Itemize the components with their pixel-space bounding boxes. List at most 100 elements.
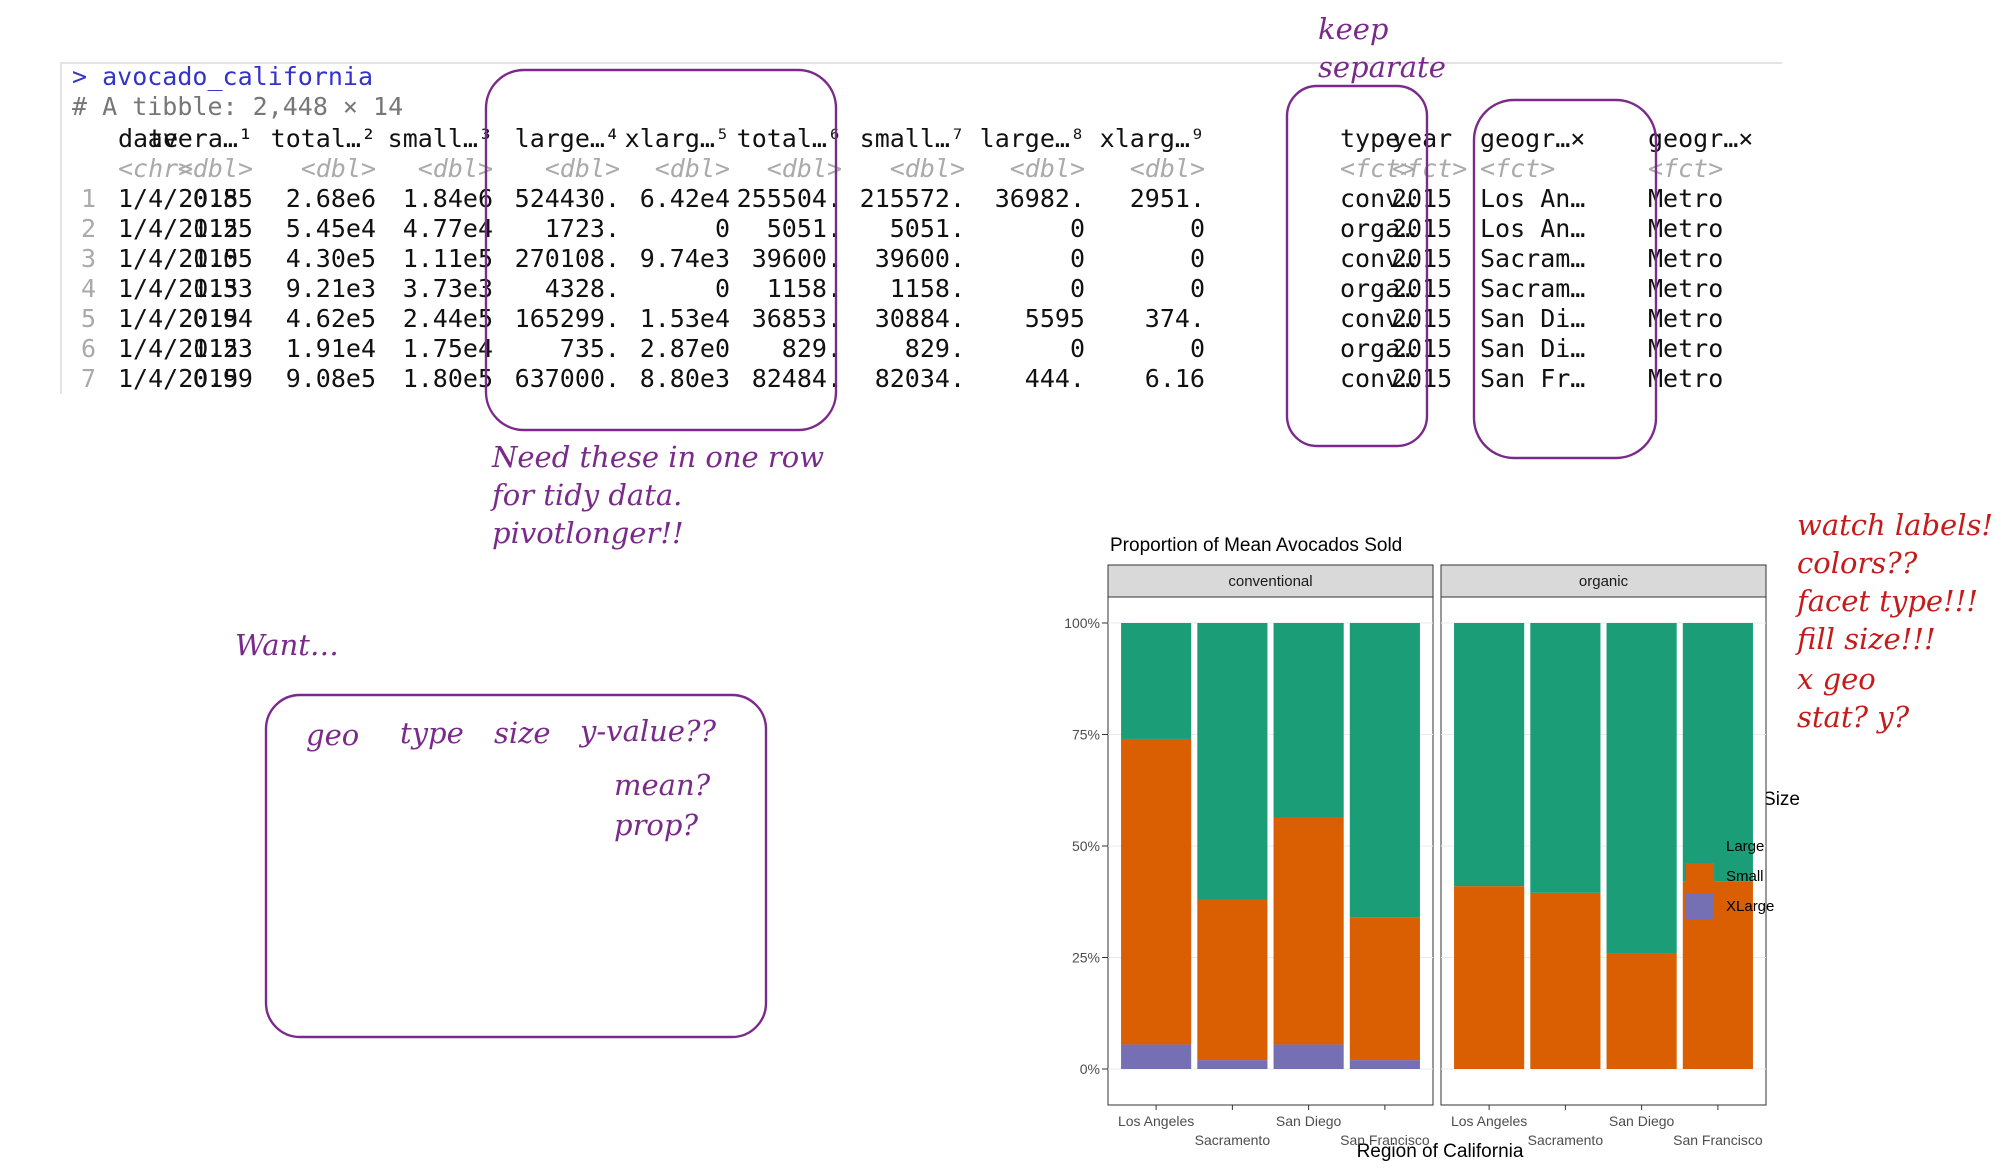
want-col-geo: geo <box>306 718 360 752</box>
table-cell: 9.08e5 <box>285 364 376 393</box>
console-prompt: > avocado_california <box>72 62 374 91</box>
table-cell: 0 <box>1189 244 1205 273</box>
table-cell: 1723. <box>544 214 620 243</box>
column-header: date <box>118 124 179 153</box>
column-header: small…⁷ <box>859 124 965 153</box>
column-header: small…³ <box>387 124 493 153</box>
bar-segment-xlarge <box>1273 1044 1344 1069</box>
table-cell: 1.05 <box>192 244 253 273</box>
table-cell: Los An… <box>1480 184 1586 213</box>
table-cell: 1.33 <box>192 274 253 303</box>
table-cell: 8.80e3 <box>639 364 730 393</box>
red-note-facet: facet type!!! <box>1797 584 1979 618</box>
table-cell: 6.42e4 <box>639 184 730 213</box>
column-type: <dbl> <box>300 154 376 183</box>
column-header: total…² <box>270 124 376 153</box>
bar-segment-large <box>1349 623 1420 918</box>
table-cell: 0 <box>1189 334 1205 363</box>
want-note-mean: mean? <box>614 768 711 802</box>
table-cell: Metro <box>1648 334 1724 363</box>
table-cell: 1/4/2015 <box>118 334 239 363</box>
note-keep: keep <box>1318 12 1389 46</box>
table-cell: Metro <box>1648 274 1724 303</box>
bar-segment-large <box>1454 623 1525 887</box>
bar-segment-small <box>1273 817 1344 1045</box>
legend-key-large <box>1686 833 1714 859</box>
note-separate: separate <box>1318 50 1446 84</box>
table-cell: San Di… <box>1480 304 1586 333</box>
table-cell: 735. <box>559 334 620 363</box>
facet-strip <box>1107 564 1434 598</box>
row-number: 2 <box>80 214 96 243</box>
want-note-prop: prop? <box>614 808 698 842</box>
table-cell: 2015 <box>1392 184 1453 213</box>
table-cell: conv… <box>1340 244 1416 273</box>
table-cell: conv… <box>1340 364 1416 393</box>
column-header: large…⁴ <box>514 124 620 153</box>
table-cell: 6.16 <box>1144 364 1205 393</box>
column-header: xlarg…⁹ <box>1099 124 1205 153</box>
bar-segment-small <box>1606 953 1677 1069</box>
column-type: <dbl> <box>766 154 842 183</box>
table-cell: 0.94 <box>192 304 253 333</box>
column-header: geogr…× <box>1480 124 1586 153</box>
column-type: <fct> <box>1480 154 1556 183</box>
column-type: <dbl> <box>1009 154 1085 183</box>
want-col-yvalue: y-value?? <box>580 714 717 748</box>
table-cell: 1/4/2015 <box>118 274 239 303</box>
table-cell: San Di… <box>1480 334 1586 363</box>
red-note-fill: fill size!!! <box>1797 622 1936 656</box>
table-cell: 5051. <box>889 214 965 243</box>
row-number: 7 <box>80 364 96 393</box>
table-cell: 0 <box>714 214 730 243</box>
row-number: 4 <box>80 274 96 303</box>
legend-label: Small <box>1726 868 1764 885</box>
bar-segment-small <box>1197 899 1268 1061</box>
table-cell: 5051. <box>766 214 842 243</box>
x-tick-label: Sacramento <box>1195 1132 1271 1148</box>
console-output <box>60 62 1782 394</box>
column-header: large…⁸ <box>979 124 1085 153</box>
table-cell: 1/4/2015 <box>118 214 239 243</box>
bar-segment-small <box>1349 917 1420 1061</box>
note-want: Want… <box>235 628 339 662</box>
table-cell: orga… <box>1340 274 1416 303</box>
y-tick-label: 75% <box>1072 727 1100 743</box>
proportion-chart: Proportion of Mean Avocados Sold Region … <box>1064 535 1800 1162</box>
table-cell: 637000. <box>514 364 620 393</box>
facet-label: organic <box>1579 573 1629 590</box>
column-type: <dbl> <box>177 154 253 183</box>
facet-label: conventional <box>1228 573 1312 590</box>
highlight-small-large-box <box>484 68 838 432</box>
red-note-stat: stat? y? <box>1797 700 1910 734</box>
table-cell: 1/4/2015 <box>118 244 239 273</box>
y-tick-label: 100% <box>1064 615 1100 631</box>
x-tick-label: San Francisco <box>1340 1132 1430 1148</box>
y-tick-label: 50% <box>1072 838 1100 854</box>
table-cell: 36853. <box>751 304 842 333</box>
note-need-rows-2: for tidy data. <box>492 478 683 512</box>
table-cell: Sacram… <box>1480 244 1586 273</box>
table-cell: 2951. <box>1129 184 1205 213</box>
table-cell: 3.73e3 <box>402 274 493 303</box>
want-col-type: type <box>400 716 464 750</box>
want-box <box>264 693 768 1039</box>
table-cell: 5595 <box>1024 304 1085 333</box>
column-type: <chr> <box>118 154 194 183</box>
highlight-type-box <box>1285 84 1429 448</box>
table-cell: 0 <box>1069 214 1085 243</box>
table-cell: San Fr… <box>1480 364 1586 393</box>
bar-segment-large <box>1197 623 1268 900</box>
x-tick-label: Los Angeles <box>1451 1113 1527 1129</box>
column-type: <dbl> <box>654 154 730 183</box>
table-cell: Los An… <box>1480 214 1586 243</box>
table-cell: 4328. <box>544 274 620 303</box>
table-cell: 4.30e5 <box>285 244 376 273</box>
column-type: <dbl> <box>1129 154 1205 183</box>
column-header: type <box>1340 124 1401 153</box>
table-cell: 270108. <box>514 244 620 273</box>
table-cell: 1158. <box>766 274 842 303</box>
bar-segment-xlarge <box>1197 1060 1268 1069</box>
